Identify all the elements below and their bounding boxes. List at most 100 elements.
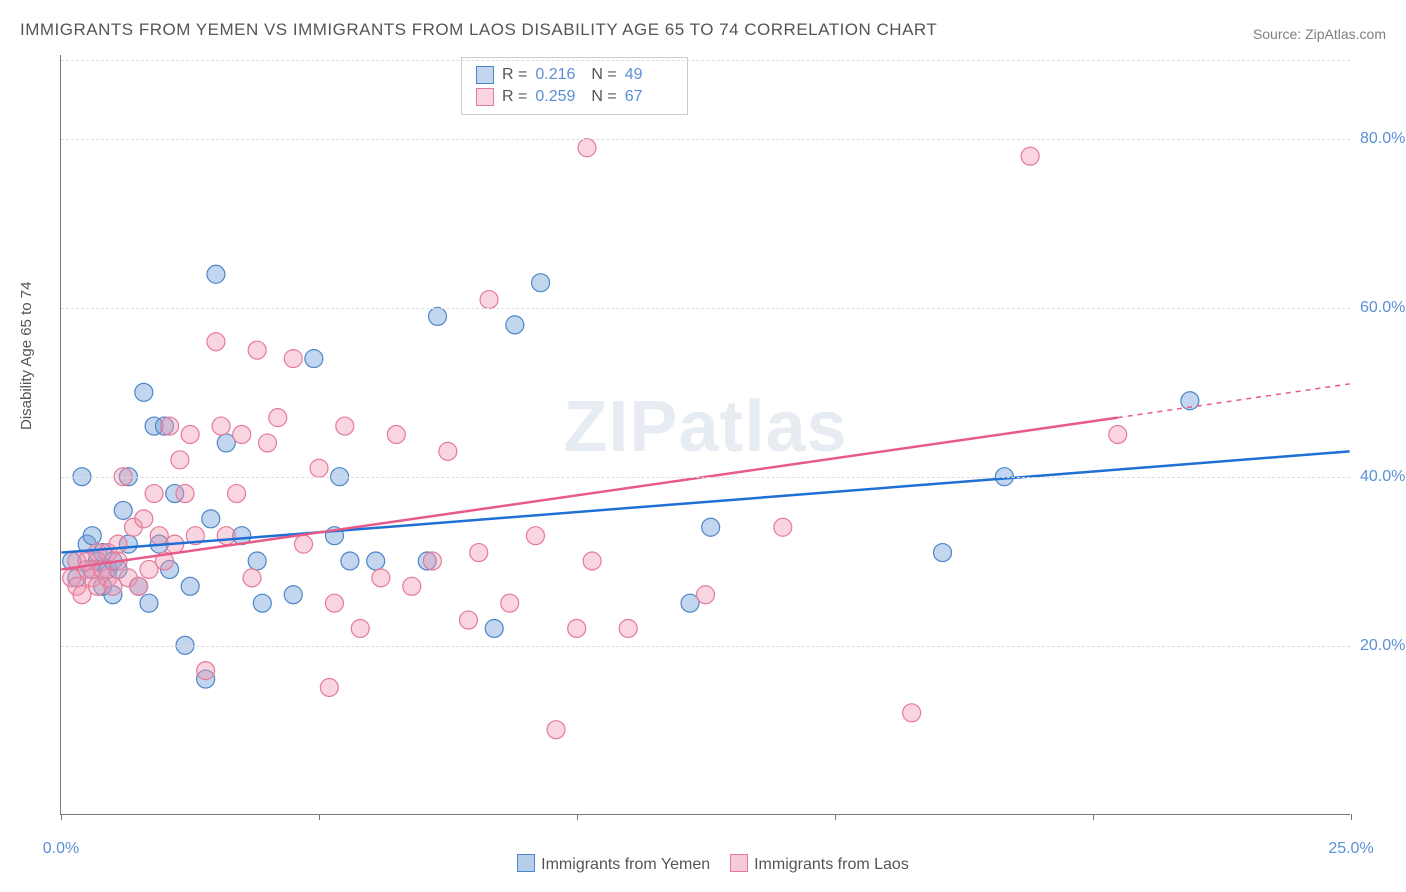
data-point — [702, 518, 720, 536]
source-attribution: Source: ZipAtlas.com — [1253, 26, 1386, 42]
y-tick-label: 40.0% — [1360, 468, 1406, 486]
x-tick — [1351, 814, 1352, 820]
data-point — [320, 679, 338, 697]
stat-label-N: N = — [591, 88, 616, 106]
x-tick — [61, 814, 62, 820]
gridline — [61, 60, 1350, 61]
data-point — [526, 527, 544, 545]
data-point — [202, 510, 220, 528]
data-point — [248, 341, 266, 359]
data-point — [212, 417, 230, 435]
data-point — [248, 552, 266, 570]
legend-label: Immigrants from Laos — [754, 856, 909, 873]
chart-plot-area: ZIPatlas R =0.216N =49R =0.259N =67 20.0… — [60, 55, 1350, 815]
data-point — [109, 535, 127, 553]
legend-swatch — [476, 88, 494, 106]
gridline — [61, 139, 1350, 140]
data-point — [135, 383, 153, 401]
stat-value-N: 49 — [625, 66, 673, 84]
legend-swatch — [730, 854, 748, 872]
data-point — [532, 274, 550, 292]
data-point — [269, 409, 287, 427]
stat-value-R: 0.216 — [535, 66, 583, 84]
y-tick-label: 80.0% — [1360, 130, 1406, 148]
trend-line — [61, 451, 1349, 552]
legend-label: Immigrants from Yemen — [541, 856, 710, 873]
data-point — [459, 611, 477, 629]
y-axis-label: Disability Age 65 to 74 — [18, 282, 35, 430]
data-point — [351, 619, 369, 637]
data-point — [181, 577, 199, 595]
data-point — [217, 527, 235, 545]
x-tick — [319, 814, 320, 820]
data-point — [568, 619, 586, 637]
data-point — [233, 426, 251, 444]
data-point — [480, 291, 498, 309]
data-point — [336, 417, 354, 435]
legend-swatch — [517, 854, 535, 872]
stat-value-N: 67 — [625, 88, 673, 106]
data-point — [439, 442, 457, 460]
data-point — [1109, 426, 1127, 444]
data-point — [305, 350, 323, 368]
data-point — [697, 586, 715, 604]
data-point — [284, 350, 302, 368]
data-point — [295, 535, 313, 553]
data-point — [578, 139, 596, 157]
y-tick-label: 60.0% — [1360, 299, 1406, 317]
data-point — [284, 586, 302, 604]
stat-label-R: R = — [502, 66, 527, 84]
data-point — [207, 333, 225, 351]
data-point — [403, 577, 421, 595]
data-point — [310, 459, 328, 477]
data-point — [197, 662, 215, 680]
data-point — [485, 619, 503, 637]
data-point — [506, 316, 524, 334]
x-tick — [1093, 814, 1094, 820]
gridline — [61, 308, 1350, 309]
data-point — [135, 510, 153, 528]
data-point — [387, 426, 405, 444]
data-point — [429, 307, 447, 325]
data-point — [114, 501, 132, 519]
y-tick-label: 20.0% — [1360, 637, 1406, 655]
x-tick — [835, 814, 836, 820]
data-point — [161, 417, 179, 435]
correlation-stat-box: R = 0.216 N = 49 R = 0.259 N = 67 — [461, 57, 688, 115]
data-point — [583, 552, 601, 570]
scatter-plot — [61, 55, 1350, 814]
data-point — [83, 527, 101, 545]
data-point — [181, 426, 199, 444]
data-point — [145, 485, 163, 503]
data-point — [207, 265, 225, 283]
data-point — [903, 704, 921, 722]
footer-legend: Immigrants from Yemen Immigrants from Lao… — [0, 854, 1406, 874]
stat-row: R = 0.259 N = 67 — [476, 86, 673, 108]
data-point — [774, 518, 792, 536]
data-point — [130, 577, 148, 595]
data-point — [470, 544, 488, 562]
data-point — [619, 619, 637, 637]
legend-swatch — [476, 66, 494, 84]
data-point — [501, 594, 519, 612]
data-point — [258, 434, 276, 452]
data-point — [367, 552, 385, 570]
trend-line-extrapolated — [1118, 384, 1350, 418]
data-point — [228, 485, 246, 503]
x-tick — [577, 814, 578, 820]
data-point — [253, 594, 271, 612]
data-point — [243, 569, 261, 587]
data-point — [372, 569, 390, 587]
data-point — [325, 594, 343, 612]
stat-row: R = 0.216 N = 49 — [476, 64, 673, 86]
data-point — [547, 721, 565, 739]
data-point — [1021, 147, 1039, 165]
data-point — [423, 552, 441, 570]
data-point — [176, 485, 194, 503]
stat-value-R: 0.259 — [535, 88, 583, 106]
stat-label-R: R = — [502, 88, 527, 106]
gridline — [61, 477, 1350, 478]
stat-label-N: N = — [591, 66, 616, 84]
data-point — [171, 451, 189, 469]
data-point — [140, 594, 158, 612]
